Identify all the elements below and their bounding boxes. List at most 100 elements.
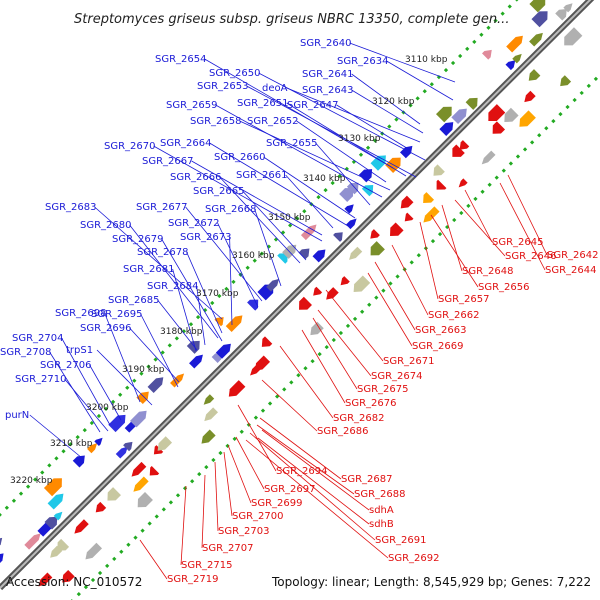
reverse-gene-label[interactable]: SGR_2700 [232, 511, 284, 522]
reverse-feature-shape [38, 572, 53, 587]
reverse-gene-label[interactable]: SGR_2715 [181, 560, 233, 571]
reverse-gene-label[interactable]: sdhA [369, 505, 394, 516]
reverse-gene-label[interactable]: SGR_2676 [345, 398, 397, 409]
forward-gene-label[interactable]: SGR_2654 [155, 54, 207, 65]
forward-gene-label[interactable]: SGR_2641 [302, 69, 354, 80]
forward-gene-label[interactable]: SGR_2652 [247, 116, 299, 127]
forward-gene-label[interactable]: SGR_2647 [287, 100, 339, 111]
forward-gene-label[interactable]: SGR_2708 [0, 347, 52, 358]
reverse-gene-label[interactable]: SGR_2656 [478, 282, 530, 293]
reverse-gene-leader [256, 424, 355, 495]
reverse-gene-label[interactable]: SGR_2674 [371, 371, 423, 382]
forward-gene-label[interactable]: SGR_2667 [142, 156, 194, 167]
forward-gene-label[interactable]: SGR_2658 [190, 116, 242, 127]
forward-feature [189, 354, 203, 369]
reverse-gene-label[interactable]: SGR_2657 [438, 294, 490, 305]
reverse-gene-label[interactable]: SGR_2644 [545, 265, 597, 276]
reverse-gene-label[interactable]: SGR_2692 [388, 553, 440, 564]
forward-gene-label[interactable]: SGR_2665 [193, 186, 245, 197]
forward-gene-label[interactable]: SGR_2706 [40, 360, 92, 371]
forward-gene-label[interactable]: SGR_2710 [15, 374, 67, 385]
reverse-gene-label[interactable]: SGR_2688 [354, 489, 406, 500]
reverse-gene-label[interactable]: SGR_2719 [167, 574, 219, 585]
reverse-gene-label[interactable]: sdhB [369, 519, 394, 530]
forward-gene-label[interactable]: SGR_2651 [237, 98, 289, 109]
forward-feature-shape [344, 204, 354, 214]
forward-feature [512, 53, 522, 64]
reverse-gene-label[interactable]: SGR_2686 [317, 426, 369, 437]
reverse-gene-label[interactable]: SGR_2646 [505, 251, 557, 262]
reverse-gene-label[interactable]: SGR_2648 [462, 266, 514, 277]
forward-gene-leader [315, 142, 371, 206]
forward-feature [505, 60, 516, 71]
forward-gene-label[interactable]: SGR_2653 [197, 81, 249, 92]
forward-gene-label[interactable]: trpS1 [66, 345, 93, 356]
reverse-gene-label[interactable]: SGR_2697 [264, 484, 316, 495]
forward-gene-label[interactable]: SGR_2695 [91, 309, 143, 320]
forward-gene-label[interactable]: SGR_2668 [205, 204, 257, 215]
forward-gene-label[interactable]: SGR_2684 [147, 281, 199, 292]
forward-gene-label[interactable]: deoA [262, 83, 288, 94]
forward-gene-label[interactable]: SGR_2634 [337, 56, 389, 67]
forward-gene-label[interactable]: purN [5, 410, 29, 421]
forward-feature-shape [189, 354, 203, 369]
reverse-gene-label[interactable]: SGR_2669 [412, 341, 464, 352]
forward-gene-label[interactable]: SGR_2679 [112, 234, 164, 245]
reverse-gene-label[interactable]: SGR_2699 [251, 498, 303, 509]
reverse-gene-label[interactable]: SGR_2707 [202, 543, 254, 554]
kbp-tick-label: 3160 kbp [232, 251, 275, 261]
reverse-gene-label[interactable]: SGR_2694 [276, 466, 328, 477]
reverse-gene-label[interactable]: SGR_2682 [333, 413, 385, 424]
reverse-gene-leader [227, 444, 252, 504]
forward-gene-label[interactable]: SGR_2659 [166, 100, 218, 111]
forward-gene-label[interactable]: SGR_2704 [12, 333, 64, 344]
reverse-gene-label[interactable]: SGR_2671 [383, 356, 435, 367]
reverse-gene-label[interactable]: SGR_2662 [428, 310, 480, 321]
forward-gene-label[interactable]: SGR_2673 [180, 232, 232, 243]
forward-gene-label[interactable]: SGR_2696 [80, 323, 132, 334]
reverse-feature-shape [107, 487, 121, 501]
forward-gene-label[interactable]: SGR_2661 [236, 170, 288, 181]
forward-gene-leader [229, 236, 233, 326]
label-leader-lines [29, 42, 548, 580]
forward-feature [298, 248, 310, 260]
reverse-gene-label[interactable]: SGR_2663 [415, 325, 467, 336]
forward-feature-shape [225, 315, 243, 332]
reverse-feature [157, 436, 173, 451]
reverse-feature [310, 321, 324, 336]
forward-gene-label[interactable]: SGR_2664 [160, 138, 212, 149]
kbp-tick-label: 3110 kbp [405, 55, 448, 65]
forward-feature-shape [115, 446, 128, 459]
forward-gene-label[interactable]: SGR_2672 [168, 218, 220, 229]
forward-gene-label[interactable]: SGR_2670 [104, 141, 156, 152]
forward-gene-label[interactable]: SGR_2680 [80, 220, 132, 231]
forward-gene-label[interactable]: SGR_2666 [170, 172, 222, 183]
forward-gene-leader [185, 206, 263, 302]
forward-gene-label[interactable]: SGR_2660 [214, 152, 266, 163]
reverse-feature-shape [519, 110, 536, 127]
forward-gene-label[interactable]: SGR_2681 [123, 264, 175, 275]
reverse-gene-label[interactable]: SGR_2703 [218, 526, 270, 537]
forward-gene-label[interactable]: SGR_2698 [55, 308, 107, 319]
forward-gene-leader [186, 251, 223, 334]
reverse-feature-shape [326, 287, 339, 300]
forward-gene-label[interactable]: SGR_2655 [266, 138, 318, 149]
forward-gene-label[interactable]: SGR_2640 [300, 38, 352, 49]
reverse-feature [137, 492, 153, 508]
forward-gene-label[interactable]: SGR_2683 [45, 202, 97, 213]
forward-gene-label[interactable]: SGR_2643 [302, 85, 354, 96]
forward-gene-label[interactable]: SGR_2677 [136, 202, 188, 213]
reverse-gene-label[interactable]: SGR_2691 [375, 535, 427, 546]
reverse-feature [390, 222, 404, 236]
reverse-gene-label[interactable]: SGR_2675 [357, 384, 409, 395]
reverse-gene-label[interactable]: SGR_2645 [492, 237, 544, 248]
forward-gene-leader [296, 120, 387, 183]
forward-gene-label[interactable]: SGR_2685 [108, 295, 160, 306]
forward-feature [277, 253, 288, 264]
reverse-gene-label[interactable]: SGR_2642 [547, 250, 599, 261]
forward-gene-label[interactable]: SGR_2650 [209, 68, 261, 79]
forward-feature-shape [563, 3, 573, 13]
forward-feature-shape [136, 391, 149, 405]
forward-gene-label[interactable]: SGR_2678 [137, 247, 189, 258]
reverse-gene-label[interactable]: SGR_2687 [341, 474, 393, 485]
